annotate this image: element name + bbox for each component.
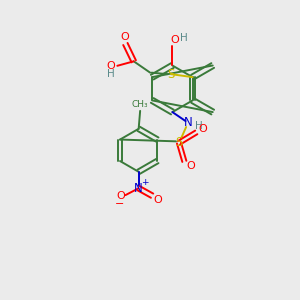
Text: S: S <box>167 68 175 81</box>
Text: N: N <box>134 182 143 195</box>
Text: S: S <box>175 136 183 149</box>
Text: N: N <box>184 116 192 129</box>
Text: H: H <box>107 69 115 79</box>
Text: O: O <box>170 34 179 44</box>
Text: O: O <box>120 32 129 42</box>
Text: O: O <box>186 161 195 171</box>
Text: H: H <box>180 33 188 43</box>
Text: −: − <box>115 199 124 209</box>
Text: O: O <box>116 191 125 201</box>
Text: O: O <box>153 195 162 205</box>
Text: O: O <box>198 124 207 134</box>
Text: +: + <box>142 178 149 187</box>
Text: O: O <box>106 61 115 71</box>
Text: CH₃: CH₃ <box>132 100 148 109</box>
Text: H: H <box>194 121 202 130</box>
